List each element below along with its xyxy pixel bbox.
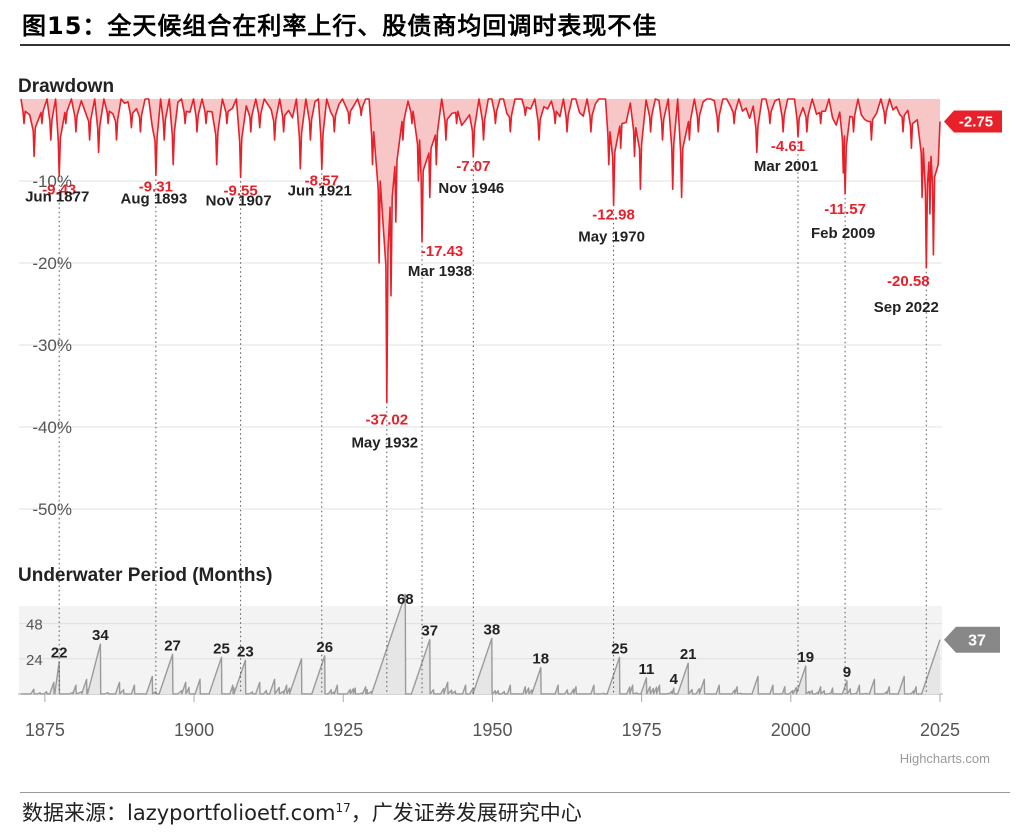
source-footnote-mark: 17: [335, 801, 351, 815]
underwater-value-label: 38: [483, 621, 500, 638]
underwater-ytick-label: 48: [26, 617, 43, 634]
source-prefix: 数据来源：: [22, 801, 127, 825]
drawdown-line: [20, 98, 941, 404]
drawdown-value-label: -4.61: [771, 138, 805, 155]
underwater-value-label: 11: [638, 661, 654, 678]
drawdown-date-label: Sep 2022: [874, 299, 939, 316]
drawdown-date-label: May 1970: [578, 228, 645, 245]
drawdown-ytick-label: -20%: [32, 254, 72, 273]
source-link[interactable]: lazyportfolioetf.com: [127, 801, 336, 825]
x-axis-tick-label: 1900: [174, 720, 214, 740]
underwater-value-label: 25: [213, 640, 230, 657]
underwater-value-label: 37: [421, 623, 438, 640]
underwater-series: [21, 593, 941, 695]
drawdown-date-label: Feb 2009: [811, 225, 875, 242]
drawdown-value-label: -17.43: [421, 243, 464, 260]
underwater-value-label: 25: [611, 640, 628, 657]
figure-title: 图15：全天候组合在利率上行、股债商均回调时表现不佳: [22, 12, 658, 40]
underwater-value-label: 22: [51, 645, 68, 662]
drawdown-ytick-label: -30%: [32, 336, 72, 355]
source-line: 数据来源：lazyportfolioetf.com17，广发证券发展研究中心: [22, 797, 582, 827]
drawdown-series: [20, 98, 941, 404]
drawdown-value-label: -20.58: [887, 273, 930, 290]
underwater-value-label: 9: [843, 664, 851, 681]
x-axis-tick-label: 1875: [25, 720, 65, 740]
title-rule: [20, 44, 1010, 46]
underwater-value-label: 26: [316, 639, 333, 656]
underwater-area: [21, 594, 940, 694]
drawdown-date-label: Jun 1877: [25, 188, 89, 205]
underwater-value-label: 18: [532, 651, 549, 668]
drawdown-date-label: May 1932: [351, 435, 418, 452]
drawdown-value-label: -7.07: [456, 158, 490, 175]
drawdown-value-label: -9.43: [42, 181, 76, 198]
highcharts-credit[interactable]: Highcharts.com: [900, 751, 990, 766]
underwater-value-label: 23: [237, 643, 254, 660]
drawdown-date-label: Aug 1893: [121, 190, 188, 207]
x-axis-tick-label: 2025: [920, 720, 960, 740]
drawdown-ytick-label: -40%: [32, 418, 72, 437]
x-axis-tick-label: 2000: [771, 720, 811, 740]
drawdown-date-label: Nov 1946: [438, 180, 504, 197]
underwater-value-label: 19: [797, 649, 814, 666]
drawdown-value-label: -8.57: [305, 172, 339, 189]
drawdown-value-label: -12.98: [592, 206, 635, 223]
underwater-panel-title: Underwater Period (Months): [18, 565, 272, 586]
drawdown-date-label: Jun 1921: [288, 182, 352, 199]
drawdown-value-label: -9.31: [139, 178, 173, 195]
drawdown-value-label: -37.02: [366, 412, 409, 429]
drawdown-date-label: Mar 1938: [408, 263, 472, 280]
x-axis-tick-label: 1950: [472, 720, 512, 740]
underwater-value-label: 34: [92, 627, 109, 644]
drawdown-ytick-label: -10%: [32, 172, 72, 191]
underwater-value-label: 21: [680, 646, 697, 663]
underwater-value-label: 27: [164, 637, 181, 654]
current-underwater-value: 37: [968, 633, 986, 650]
drawdown-value-label: -9.55: [224, 182, 258, 199]
underwater-value-label: 68: [397, 591, 414, 608]
x-axis-tick-label: 1925: [323, 720, 363, 740]
x-axis-tick-label: 1975: [622, 720, 662, 740]
underwater-ytick-label: 24: [26, 652, 43, 669]
underwater-line: [21, 593, 941, 695]
source-rule: [20, 792, 1010, 793]
drawdown-ytick-label: -50%: [32, 500, 72, 519]
underwater-value-label: 4: [670, 671, 679, 688]
drawdown-date-label: Nov 1907: [206, 192, 272, 209]
drawdown-panel-title: Drawdown: [18, 76, 114, 97]
current-underwater-badge: [944, 626, 1000, 653]
current-drawdown-badge: [944, 110, 1002, 133]
source-suffix: ，广发证券发展研究中心: [350, 801, 582, 825]
drawdown-date-label: Mar 2001: [754, 158, 818, 175]
drawdown-value-label: -11.57: [824, 201, 866, 218]
current-drawdown-value: -2.75: [959, 114, 993, 131]
